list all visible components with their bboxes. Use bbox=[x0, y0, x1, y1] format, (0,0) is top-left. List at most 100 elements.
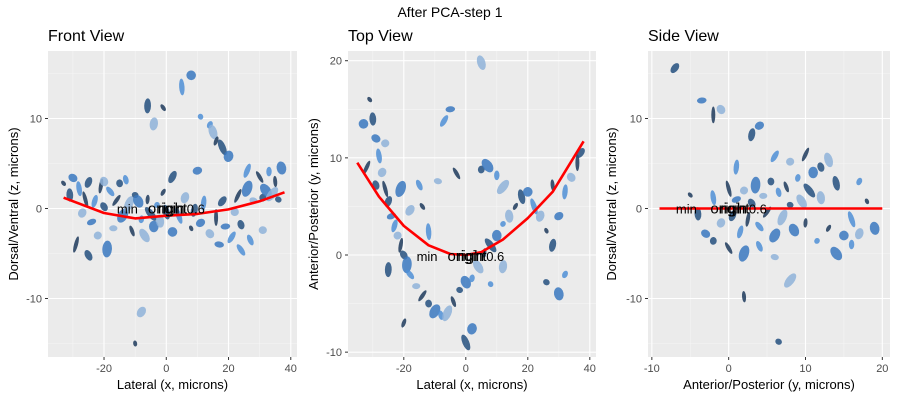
x-tick-label: 0 bbox=[163, 363, 169, 375]
data-point bbox=[716, 104, 726, 115]
data-point bbox=[824, 152, 834, 168]
annotation-06: 0.6 bbox=[187, 202, 205, 217]
data-point bbox=[445, 106, 456, 113]
data-point bbox=[227, 231, 236, 244]
y-axis-label: Anterior/Posterior (y, microns) bbox=[306, 118, 321, 290]
data-point bbox=[553, 287, 564, 301]
data-point bbox=[755, 221, 764, 232]
x-tick-label: -20 bbox=[396, 363, 412, 375]
data-point bbox=[214, 241, 224, 248]
data-point bbox=[450, 296, 457, 308]
data-point bbox=[745, 211, 751, 227]
data-point bbox=[367, 96, 373, 103]
data-point bbox=[418, 290, 427, 302]
data-point bbox=[783, 181, 789, 193]
data-point bbox=[129, 225, 135, 237]
data-point bbox=[733, 159, 740, 175]
data-point bbox=[243, 163, 251, 178]
data-point bbox=[848, 239, 855, 250]
data-point bbox=[149, 220, 159, 233]
y-tick-label: 0 bbox=[336, 250, 342, 262]
data-point bbox=[500, 221, 506, 227]
data-point bbox=[376, 148, 382, 164]
data-point bbox=[775, 338, 782, 345]
plot-area bbox=[648, 51, 890, 357]
x-tick-label: 20 bbox=[876, 363, 888, 375]
data-point bbox=[756, 240, 763, 252]
data-point bbox=[84, 250, 93, 261]
data-point bbox=[188, 225, 194, 232]
tick-labels: -20 0 20 40 -10 0 10 bbox=[26, 114, 297, 376]
data-point bbox=[384, 262, 392, 278]
data-point bbox=[512, 202, 519, 210]
x-tick-label: 20 bbox=[222, 363, 234, 375]
fit-curve-layer bbox=[63, 191, 285, 220]
data-point bbox=[77, 208, 87, 218]
data-point bbox=[487, 281, 494, 288]
data-point bbox=[149, 117, 158, 131]
data-point bbox=[255, 171, 264, 183]
data-point bbox=[816, 191, 826, 205]
data-point bbox=[491, 229, 502, 242]
y-axis-label: Dorsal/Ventral (z, microns) bbox=[6, 127, 21, 280]
data-point bbox=[467, 323, 477, 335]
x-tick-label: 0 bbox=[726, 363, 732, 375]
data-point bbox=[523, 187, 533, 197]
data-point bbox=[795, 174, 801, 182]
data-point bbox=[84, 176, 93, 188]
data-point bbox=[217, 139, 227, 156]
x-tick-label: 10 bbox=[799, 363, 811, 375]
data-point bbox=[112, 194, 121, 206]
data-point bbox=[275, 196, 282, 203]
data-points bbox=[61, 70, 287, 347]
data-point bbox=[496, 179, 510, 195]
data-point bbox=[562, 270, 568, 279]
data-point bbox=[741, 291, 747, 303]
x-tick-label: 0 bbox=[463, 363, 469, 375]
data-point bbox=[738, 245, 750, 262]
x-tick-label: -10 bbox=[644, 363, 660, 375]
data-point bbox=[670, 63, 680, 74]
y-tick-label: -10 bbox=[326, 347, 342, 359]
data-point bbox=[469, 274, 475, 283]
data-point bbox=[241, 180, 253, 197]
data-point bbox=[412, 283, 421, 290]
y-tick-label: 0 bbox=[636, 204, 642, 216]
data-point bbox=[696, 97, 707, 104]
data-point bbox=[217, 196, 227, 207]
tick-labels: -10 0 10 20 -10 0 10 bbox=[626, 114, 888, 376]
fit-curve bbox=[356, 140, 585, 257]
data-point bbox=[498, 260, 508, 274]
data-point bbox=[200, 195, 207, 211]
annotation-min: min bbox=[117, 202, 138, 217]
data-point bbox=[770, 254, 779, 261]
data-point bbox=[144, 98, 152, 114]
data-point bbox=[710, 190, 717, 206]
data-point bbox=[139, 228, 150, 243]
data-point bbox=[234, 189, 242, 203]
panel-title: Front View bbox=[48, 28, 125, 45]
data-point bbox=[369, 112, 377, 126]
data-point bbox=[461, 334, 471, 351]
data-point bbox=[76, 181, 83, 197]
data-point bbox=[419, 203, 426, 210]
data-point bbox=[273, 175, 278, 188]
data-point bbox=[777, 209, 788, 226]
x-tick-label: 40 bbox=[285, 363, 297, 375]
fit-curve-layer bbox=[356, 140, 585, 257]
y-tick-label: 10 bbox=[30, 114, 42, 126]
data-point bbox=[230, 208, 239, 217]
y-tick-label: 20 bbox=[330, 56, 342, 68]
annotation-min: min bbox=[417, 249, 438, 264]
data-point bbox=[477, 165, 485, 174]
data-point bbox=[808, 166, 818, 179]
data-point bbox=[425, 223, 432, 241]
x-tick-label: -20 bbox=[96, 363, 112, 375]
data-point bbox=[505, 209, 514, 223]
x-axis-label: Lateral (x, microns) bbox=[416, 377, 527, 392]
data-point bbox=[393, 231, 402, 240]
data-point bbox=[371, 134, 381, 143]
data-point bbox=[391, 219, 398, 233]
